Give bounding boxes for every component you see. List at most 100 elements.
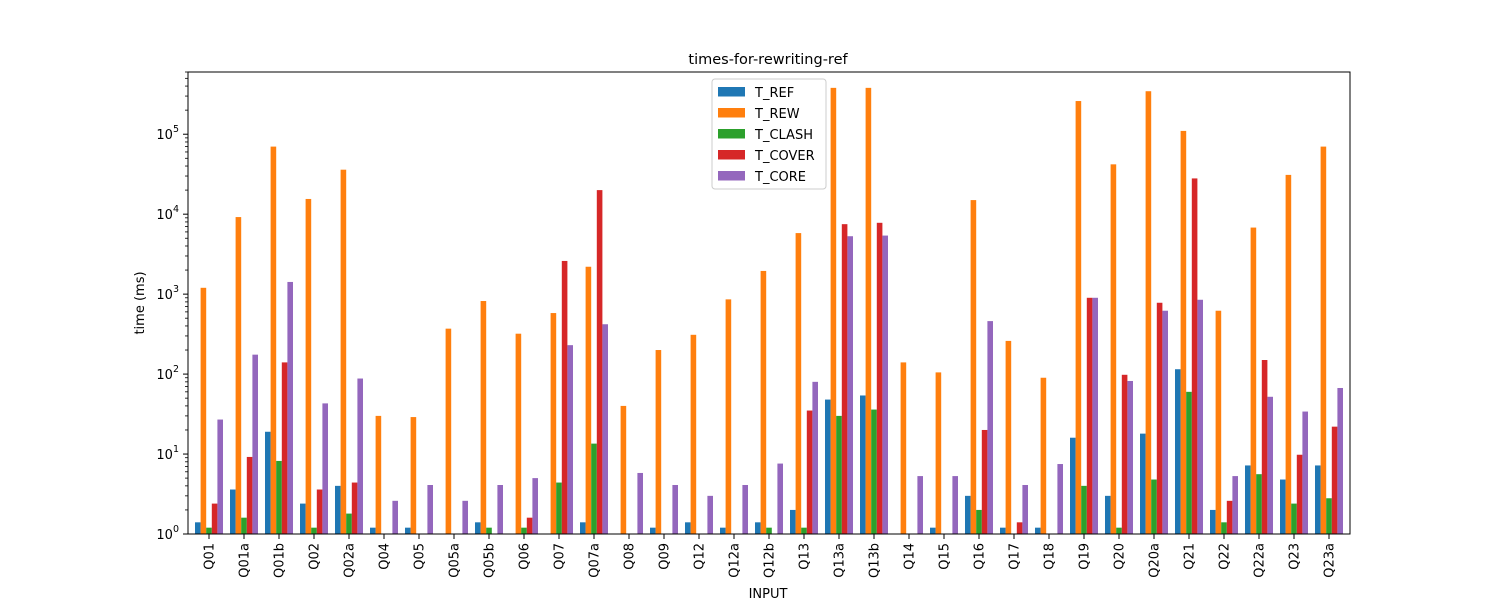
legend-swatch [718,108,745,118]
bar-t-clash-q02 [311,527,317,534]
x-tick-label: Q12 [693,543,708,570]
bar-t-core-q13b [882,235,888,534]
bar-t-rew-q05b [480,301,487,534]
bar-t-clash-q12b [766,527,772,534]
bar-t-cover-q23a [1331,426,1338,534]
x-tick-label: Q07a [588,543,603,578]
y-axis: 100 101 102 103 104 105 [156,71,188,543]
x-tick-label: Q17 [1008,543,1023,570]
bar-t-ref-q13a [825,399,831,534]
bar-t-rew-q07 [550,313,557,534]
bar-t-cover-q19 [1086,297,1093,534]
bar-t-ref-q01 [195,522,201,534]
x-tick-label: Q08 [623,543,638,570]
x-tick-label: Q22a [1253,543,1268,578]
bar-t-clash-q13b [871,409,877,534]
bar-t-clash-q22a [1256,474,1262,534]
bar-t-clash-q19 [1081,485,1087,534]
bar-t-clash-q23a [1326,498,1332,534]
bar-t-clash-q20a [1151,479,1157,534]
bar-t-ref-q12a [720,527,726,534]
bar-t-rew-q20 [1110,164,1117,534]
bar-t-cover-q13b [876,222,883,535]
bar-t-cover-q07a [596,190,603,535]
x-tick-label: Q19 [1078,543,1093,570]
bar-t-rew-q22 [1215,310,1222,534]
bar-t-core-q14 [917,476,923,534]
bar-t-core-q15 [952,476,958,534]
bar-t-cover-q01 [211,503,218,534]
bar-t-ref-q02a [335,485,341,534]
x-axis-label: INPUT [749,587,788,600]
x-tick-label: Q20a [1148,543,1163,578]
bar-t-clash-q13a [836,415,842,534]
bar-group [195,87,1343,535]
bar-t-core-q17 [1022,485,1028,534]
legend-box [711,78,827,190]
bar-t-rew-q01a [235,217,242,534]
bar-t-rew-q06 [515,333,522,534]
bar-t-core-q22a [1267,396,1273,534]
bar-t-core-q20a [1162,310,1168,534]
legend-label: T_CLASH [754,128,813,143]
x-tick-label: Q13a [833,543,848,578]
bar-t-rew-q12 [690,334,697,534]
bar-t-cover-q20 [1121,374,1128,534]
x-tick-label: Q23a [1323,543,1338,578]
bar-t-ref-q13b [860,395,866,534]
bar-t-cover-q13 [806,410,813,534]
bar-t-clash-q22 [1221,522,1227,534]
x-tick-label: Q07 [553,543,568,570]
bar-t-ref-q18 [1035,527,1041,534]
bar-t-ref-q20a [1140,433,1146,534]
bar-t-clash-q01a [241,517,247,534]
bar-t-rew-q05 [410,417,417,534]
bar-t-ref-q15 [930,527,936,534]
bar-t-clash-q02a [346,513,352,534]
y-tick-label: 103 [156,284,179,303]
x-tick-label: Q05a [448,543,463,578]
bar-t-ref-q01a [230,489,236,534]
y-tick-label: 102 [156,364,179,383]
bar-t-rew-q12a [725,299,732,534]
plot-frame [187,71,1351,535]
bar-t-ref-q02 [300,503,306,534]
bar-t-rew-q22a [1250,227,1257,534]
bar-t-clash-q20 [1116,527,1122,534]
bar-t-rew-q08 [620,405,627,534]
bar-t-core-q06 [532,478,538,534]
bar-t-cover-q02a [351,482,358,534]
x-tick-label: Q15 [938,543,953,570]
bar-t-rew-q14 [900,362,907,534]
legend-swatch [718,171,745,181]
x-tick-label: Q04 [378,543,393,570]
bar-t-cover-q20a [1156,302,1163,534]
bar-t-core-q07 [567,345,573,534]
bar-t-core-q07a [602,324,608,534]
bar-t-ref-q09 [650,527,656,534]
x-tick-label: Q12a [728,543,743,578]
bar-t-cover-q21 [1191,178,1198,535]
chart-title: times-for-rewriting-ref [688,52,848,68]
bar-t-ref-q17 [1000,527,1006,534]
bar-t-rew-q01b [270,146,277,534]
x-tick-label: Q02 [308,543,323,570]
x-tick-label: Q14 [903,543,918,570]
bar-t-clash-q23 [1291,503,1297,534]
bar-t-cover-q22 [1226,500,1233,534]
x-tick-label: Q20 [1113,543,1128,570]
bar-t-core-q12 [707,495,713,534]
bar-t-core-q08 [637,472,643,534]
bar-t-clash-q01 [206,527,212,534]
x-tick-label: Q12b [763,543,778,578]
bar-t-rew-q09 [655,350,662,534]
bar-t-core-q20 [1127,380,1133,534]
bar-t-ref-q12b [755,522,761,534]
bar-t-core-q21 [1197,299,1203,534]
bar-t-core-q18 [1057,464,1063,534]
bar-t-rew-q20a [1145,91,1152,534]
bar-t-clash-q01b [276,460,282,534]
y-tick-label: 104 [156,204,179,223]
bar-t-rew-q17 [1005,340,1012,534]
